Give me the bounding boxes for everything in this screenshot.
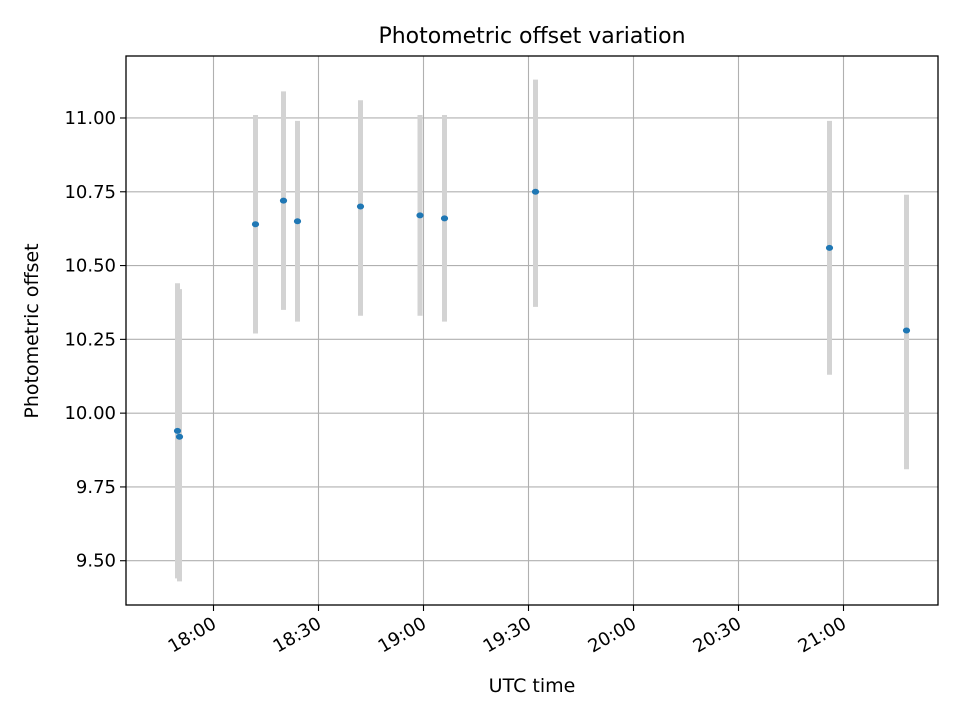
data-point (175, 433, 184, 440)
data-point (825, 244, 834, 251)
plot-frame (125, 55, 939, 606)
data-point (279, 197, 288, 204)
plot-area (126, 56, 938, 605)
y-axis-ticks: 9.50 9.75 10.00 10.25 10.50 10.75 11.00 (64, 108, 126, 572)
y-tick-label: 10.00 (64, 403, 116, 424)
y-axis-label: Photometric offset (21, 243, 43, 418)
data-point (356, 203, 365, 210)
data-points (173, 188, 911, 440)
y-tick-label: 10.50 (64, 256, 116, 277)
y-tick-label: 10.25 (64, 329, 116, 350)
y-tick-label: 11.00 (64, 108, 116, 129)
y-tick-label: 9.75 (76, 477, 116, 498)
data-point (902, 327, 911, 334)
data-point (251, 221, 260, 228)
data-point (293, 218, 302, 225)
grid (126, 56, 938, 605)
data-point (416, 212, 424, 219)
x-axis-label: UTC time (489, 675, 576, 697)
data-point (531, 188, 540, 195)
chart-title: Photometric offset variation (378, 24, 685, 49)
y-tick-label: 9.50 (76, 551, 116, 572)
data-point (173, 427, 182, 434)
y-tick-label: 10.75 (64, 182, 116, 203)
data-point (440, 215, 449, 222)
